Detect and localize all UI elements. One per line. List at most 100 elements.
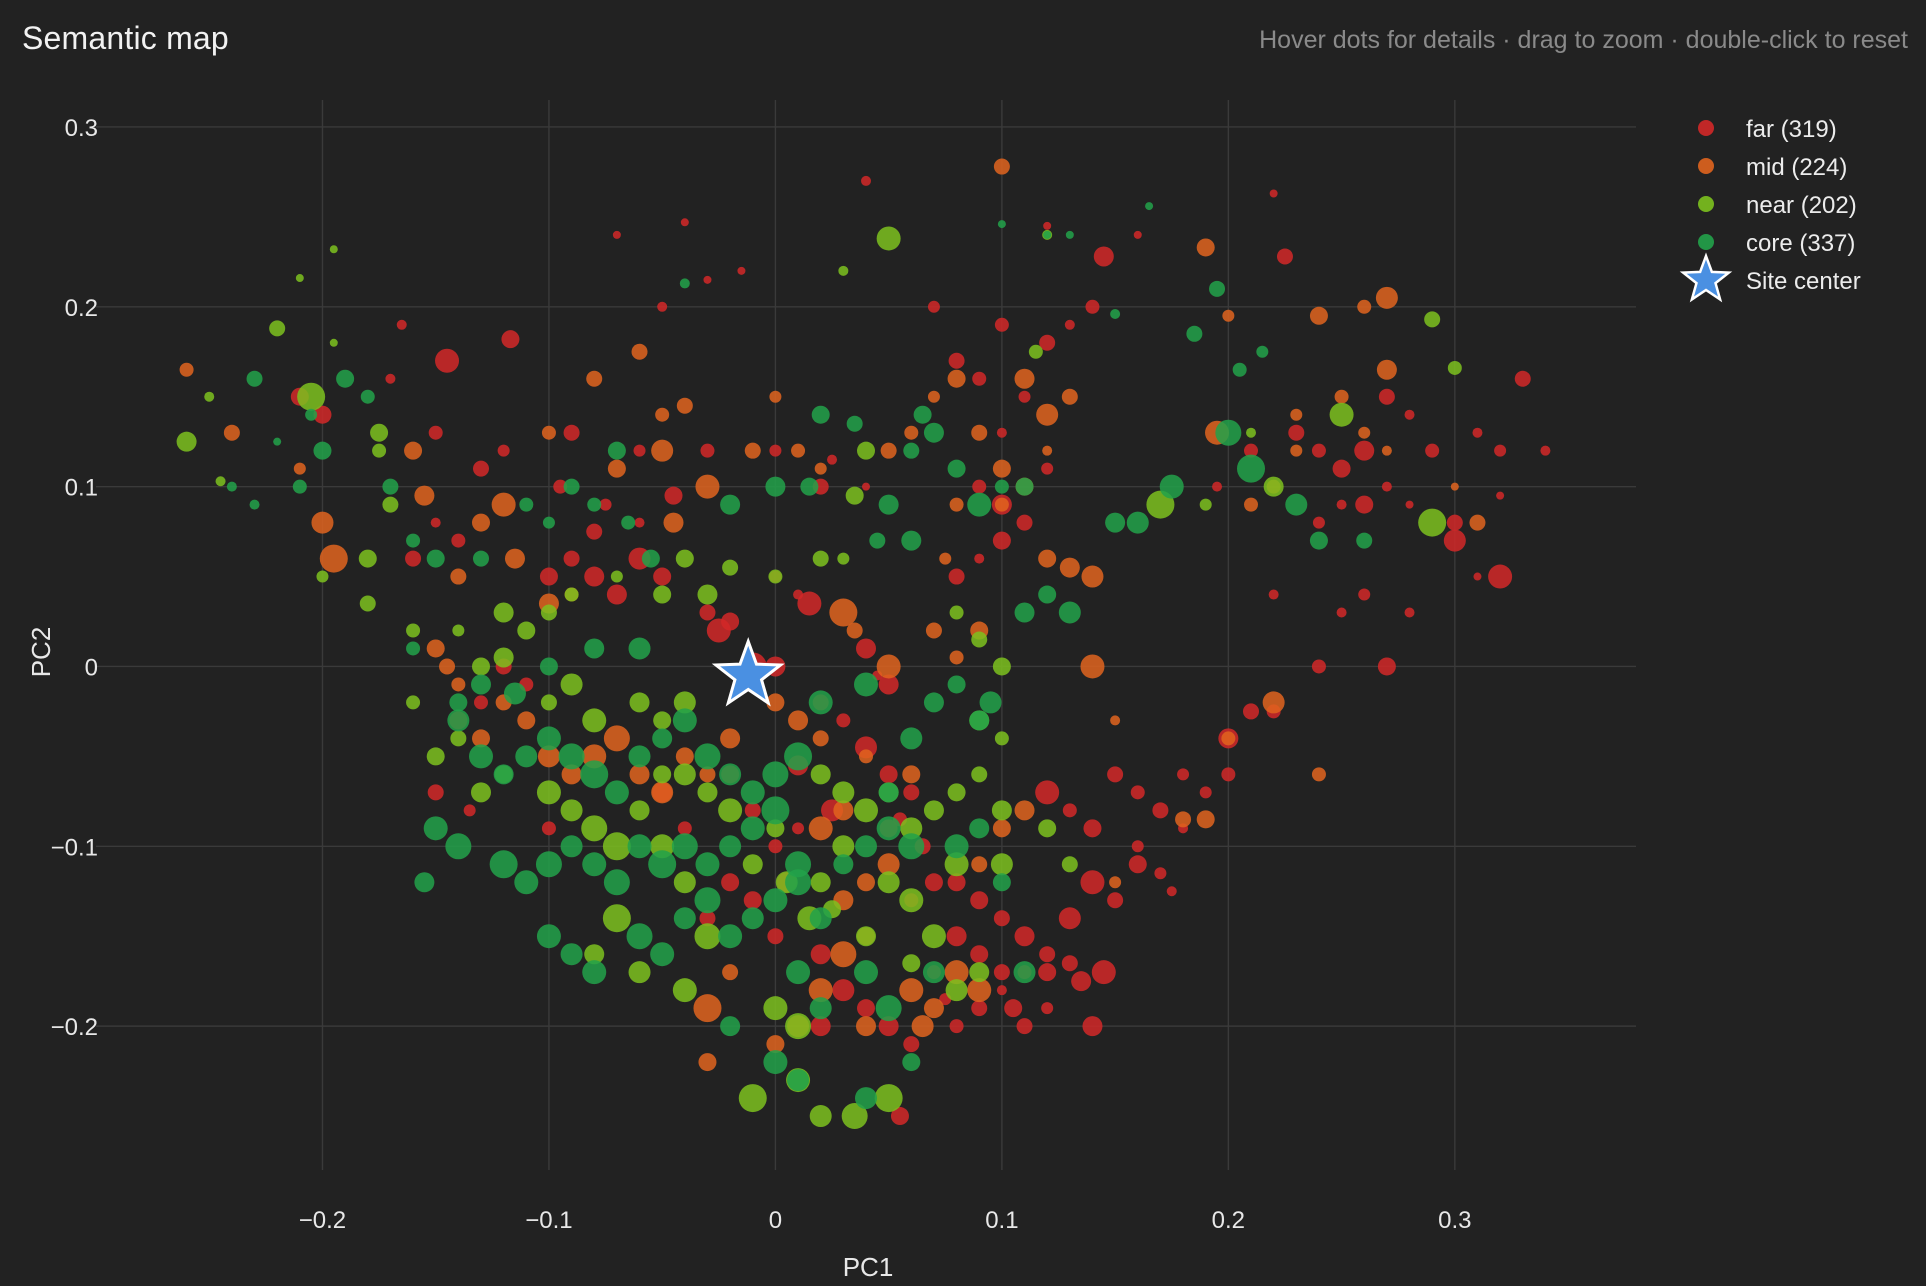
data-point[interactable] [382, 496, 399, 513]
data-point[interactable] [924, 873, 943, 892]
data-point[interactable] [449, 693, 468, 712]
data-point[interactable] [810, 1016, 831, 1037]
data-point[interactable] [1041, 462, 1054, 475]
data-point[interactable] [1110, 309, 1121, 319]
data-point[interactable] [994, 317, 1009, 332]
data-point[interactable] [204, 391, 215, 402]
data-point[interactable] [1004, 999, 1023, 1018]
data-point[interactable] [215, 476, 226, 487]
data-point[interactable] [948, 352, 965, 369]
data-point[interactable] [472, 657, 490, 676]
data-point[interactable] [680, 218, 689, 227]
data-point[interactable] [1221, 767, 1236, 782]
data-point[interactable] [269, 320, 286, 337]
data-point[interactable] [1377, 657, 1396, 676]
data-point[interactable] [1285, 493, 1308, 516]
data-point[interactable] [653, 567, 672, 586]
data-point[interactable] [993, 158, 1010, 175]
data-point[interactable] [1418, 508, 1447, 537]
data-point[interactable] [1016, 1018, 1033, 1035]
data-point[interactable] [769, 444, 782, 457]
data-point[interactable] [765, 476, 786, 497]
data-point[interactable] [695, 474, 720, 499]
data-point[interactable] [1212, 481, 1223, 492]
data-point[interactable] [923, 998, 944, 1019]
data-point[interactable] [902, 954, 921, 973]
data-point[interactable] [740, 780, 765, 805]
data-point[interactable] [785, 869, 812, 896]
data-point[interactable] [699, 766, 716, 783]
data-point[interactable] [1443, 529, 1466, 552]
data-point[interactable] [414, 485, 435, 506]
data-point[interactable] [947, 675, 966, 694]
data-point[interactable] [761, 796, 790, 825]
data-point[interactable] [833, 800, 854, 821]
data-point[interactable] [664, 486, 683, 505]
data-point[interactable] [809, 997, 832, 1020]
data-point[interactable] [586, 523, 603, 540]
data-point[interactable] [697, 782, 718, 803]
data-point[interactable] [810, 944, 831, 965]
data-point[interactable] [944, 960, 969, 985]
data-point[interactable] [293, 462, 306, 475]
data-point[interactable] [812, 730, 829, 747]
data-point[interactable] [972, 371, 987, 386]
data-point[interactable] [925, 622, 942, 639]
data-point[interactable] [763, 1050, 788, 1075]
data-point[interactable] [878, 1016, 899, 1037]
data-point[interactable] [313, 405, 332, 424]
data-point[interactable] [1133, 230, 1142, 239]
data-point[interactable] [969, 818, 990, 839]
data-point[interactable] [992, 873, 1011, 892]
data-point[interactable] [179, 362, 194, 377]
data-point[interactable] [738, 1084, 767, 1113]
data-point[interactable] [1354, 440, 1375, 461]
data-point[interactable] [694, 743, 721, 770]
data-point[interactable] [1131, 840, 1144, 853]
data-point[interactable] [223, 424, 240, 441]
data-point[interactable] [676, 397, 693, 414]
data-point[interactable] [830, 941, 857, 968]
data-point[interactable] [1488, 564, 1513, 589]
data-point[interactable] [329, 338, 338, 347]
data-point[interactable] [1311, 767, 1326, 782]
data-point[interactable] [1196, 810, 1215, 829]
data-point[interactable] [610, 570, 623, 583]
data-point[interactable] [856, 638, 876, 659]
data-point[interactable] [949, 605, 964, 620]
data-point[interactable] [990, 853, 1013, 876]
data-point[interactable] [599, 498, 612, 511]
data-point[interactable] [699, 604, 716, 621]
data-point[interactable] [564, 587, 579, 602]
data-point[interactable] [607, 459, 626, 478]
data-point[interactable] [947, 783, 966, 802]
data-point[interactable] [471, 674, 491, 695]
data-point[interactable] [405, 550, 422, 567]
data-point[interactable] [493, 764, 514, 785]
data-point[interactable] [838, 265, 849, 276]
data-point[interactable] [406, 695, 421, 710]
data-point[interactable] [653, 585, 672, 604]
data-point[interactable] [1145, 202, 1154, 211]
data-point[interactable] [766, 819, 785, 838]
data-point[interactable] [993, 910, 1010, 927]
data-point[interactable] [451, 677, 466, 692]
data-point[interactable] [673, 871, 696, 894]
data-point[interactable] [927, 300, 940, 313]
data-point[interactable] [854, 672, 878, 697]
data-point[interactable] [428, 425, 443, 440]
data-point[interactable] [856, 1016, 876, 1037]
data-point[interactable] [1058, 907, 1081, 930]
data-point[interactable] [911, 1015, 934, 1038]
data-point[interactable] [1232, 362, 1247, 377]
data-point[interactable] [584, 638, 605, 659]
data-point[interactable] [1038, 549, 1057, 568]
data-point[interactable] [1336, 499, 1347, 510]
data-point[interactable] [679, 278, 690, 289]
data-point[interactable] [606, 584, 627, 605]
data-point[interactable] [700, 443, 715, 458]
data-point[interactable] [1244, 497, 1258, 512]
data-point[interactable] [1154, 867, 1167, 880]
data-point[interactable] [1356, 532, 1373, 549]
data-point[interactable] [626, 923, 653, 950]
